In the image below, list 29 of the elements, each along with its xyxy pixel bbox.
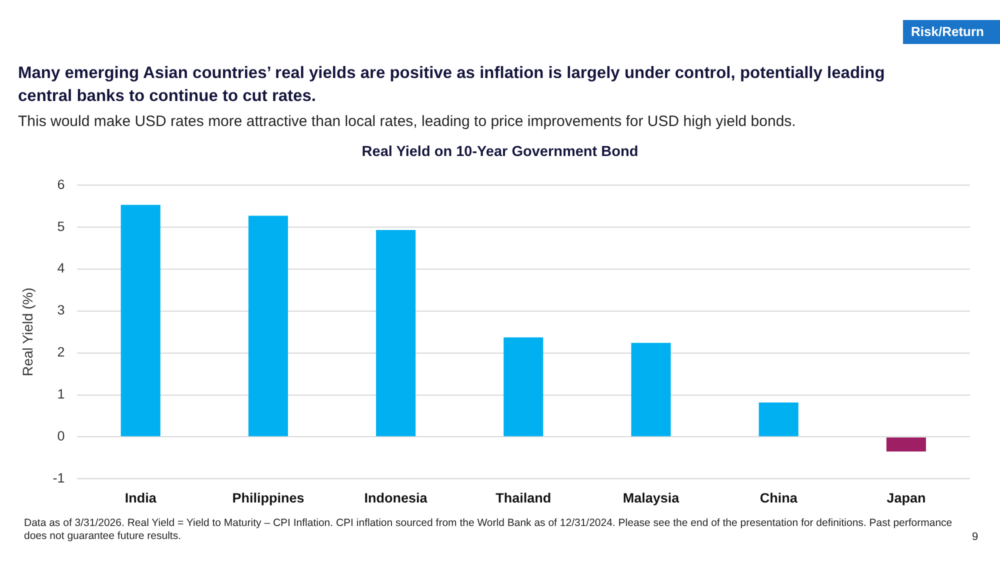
y-tick-label: 0	[57, 428, 65, 444]
x-tick-label: Philippines	[232, 490, 304, 506]
text: Real Yield on 10-Year Government Bond	[360, 144, 640, 160]
chart-subtitle: This would make USD rates more attractive than local rates, leading to price improvements for USD high yield bonds.	[18, 113, 796, 130]
x-tick-label: India	[124, 490, 157, 506]
x-tick-label: Indonesia	[364, 490, 428, 506]
y-tick-label: 3	[57, 302, 65, 318]
x-tick-label: Malaysia	[622, 490, 680, 506]
y-tick-label: 1	[57, 386, 65, 402]
bar	[631, 342, 671, 436]
text: Risk/Return	[903, 20, 1000, 44]
text: Data as of 3/31/2026. Real Yield = Yield to Maturity – CPI Inflation. CPI inflation sourced from the World Bank as of 12/31/2024. Please see the end of the presentation for definitions. Past performance does not guarantee future results.	[24, 517, 954, 543]
y-tick-label: 2	[57, 344, 65, 360]
y-tick-label: 5	[57, 218, 65, 234]
y-tick-label: 6	[57, 176, 65, 192]
text: 9	[972, 531, 978, 543]
bar	[886, 437, 926, 452]
x-tick-label: Thailand	[496, 490, 552, 506]
x-tick-label: Japan	[886, 490, 926, 506]
bar	[758, 402, 798, 436]
y-tick-label: 4	[57, 260, 66, 276]
y-tick-label: -1	[52, 470, 65, 486]
chart-title: Many emerging Asian countries’ real yields are positive as inflation is largely under control, potentially leading central banks to continue to cut rates.	[18, 63, 886, 107]
x-tick-label: China	[760, 490, 798, 506]
bar	[248, 216, 288, 436]
bar	[120, 204, 160, 436]
bar	[376, 230, 416, 436]
bar	[504, 337, 544, 436]
y-axis-title: Real Yield (%)	[19, 288, 36, 376]
